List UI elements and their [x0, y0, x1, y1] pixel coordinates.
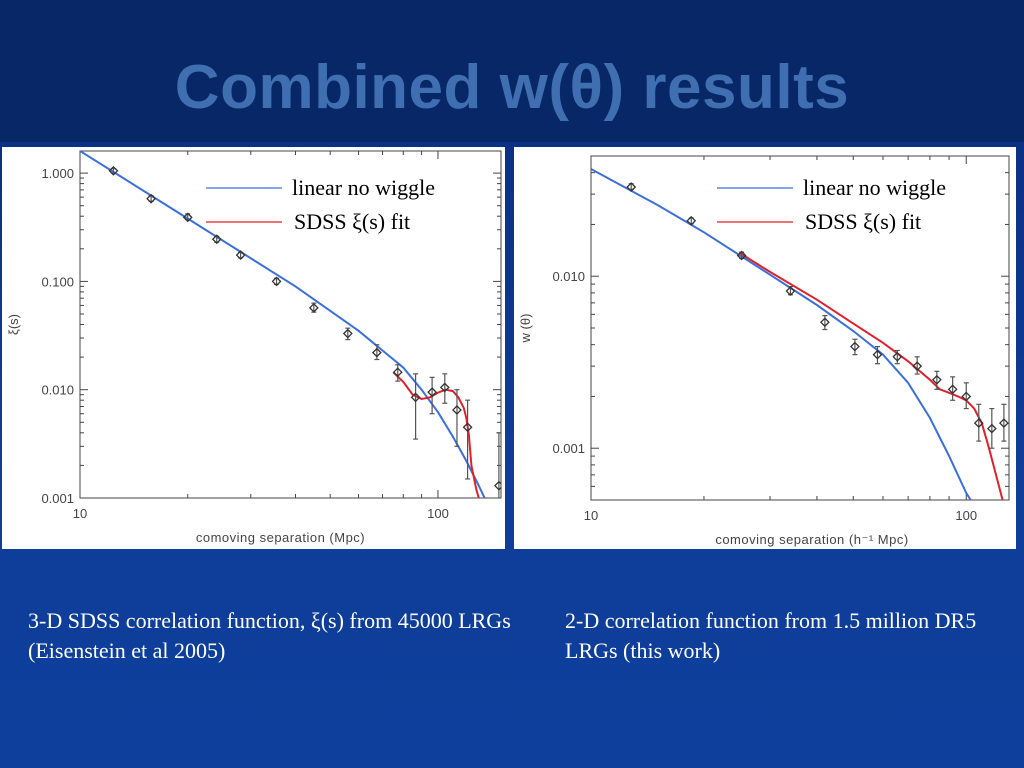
data-point — [427, 387, 438, 398]
data-point — [872, 349, 883, 360]
w-theta-chart-svg: 10 100 0.010 0.001 comoving separation (h⁻¹ … — [518, 155, 1010, 547]
plot-area — [591, 168, 1009, 500]
data-point — [342, 328, 353, 339]
slide-title: Combined w(θ) results — [174, 53, 850, 122]
data-point — [108, 165, 119, 176]
data-point — [308, 302, 319, 313]
data-point — [849, 341, 860, 352]
data-point — [439, 382, 450, 393]
data-point — [998, 418, 1009, 429]
y-axis-label: ξ(s) — [6, 314, 21, 335]
title-band — [0, 0, 1024, 142]
data-point — [912, 361, 923, 372]
data-point — [892, 351, 903, 362]
data-point — [961, 391, 972, 402]
data-point — [785, 286, 796, 296]
y-tick-label: 0.010 — [41, 383, 74, 398]
data-point — [410, 392, 421, 403]
data-point — [146, 193, 157, 204]
legend-label-sdss: SDSS ξ(s) fit — [805, 209, 921, 234]
data-point — [736, 250, 747, 261]
sdss-fit-line — [392, 371, 480, 498]
data-point — [392, 367, 403, 378]
data-point — [182, 212, 193, 223]
y-tick-label: 0.100 — [41, 274, 74, 289]
x-tick-label: 100 — [427, 506, 449, 521]
caption-left: 3-D SDSS correlation function, ξ(s) from… — [28, 608, 511, 663]
data-point — [371, 347, 382, 358]
y-tick-label: 0.010 — [552, 269, 585, 284]
linear-no-wiggle-line — [591, 168, 972, 500]
data-point — [931, 374, 942, 385]
data-point — [986, 423, 997, 434]
y-tick-label: 0.001 — [552, 441, 585, 456]
w-theta-chart-panel: 10 100 0.010 0.001 comoving separation (h⁻¹ … — [514, 147, 1016, 549]
linear-no-wiggle-line — [80, 151, 486, 498]
data-point — [973, 418, 984, 429]
legend-label-linear: linear no wiggle — [292, 175, 435, 200]
x-tick-label: 100 — [955, 508, 977, 523]
y-axis-label: w (θ) — [518, 314, 533, 344]
y-tick-label: 0.001 — [41, 491, 74, 506]
data-point — [626, 182, 637, 192]
data-point — [271, 276, 282, 287]
x-axis-label: comoving separation (h⁻¹ Mpc) — [715, 532, 908, 547]
xi-chart-svg: 10 100 1.000 0.100 0.010 0.001 comoving separa… — [6, 150, 502, 545]
data-point — [686, 215, 697, 226]
sdss-fit-line — [739, 252, 1004, 500]
data-point — [235, 250, 246, 261]
data-point — [493, 480, 501, 491]
x-tick-label: 10 — [73, 506, 87, 521]
data-point — [462, 422, 473, 433]
data-point — [452, 405, 462, 415]
data-point — [947, 384, 958, 395]
xi-chart-panel: 10 100 1.000 0.100 0.010 0.001 comoving separa… — [2, 147, 505, 549]
legend-label-linear: linear no wiggle — [803, 175, 946, 200]
data-point — [211, 234, 222, 245]
legend-label-sdss: SDSS ξ(s) fit — [294, 209, 410, 234]
caption-right: 2-D correlation function from 1.5 millio… — [565, 608, 977, 663]
plot-frame — [79, 150, 502, 499]
data-point — [819, 317, 830, 328]
plot-area — [80, 151, 501, 498]
x-axis-label: comoving separation (Mpc) — [196, 530, 365, 545]
x-tick-label: 10 — [584, 508, 598, 523]
y-tick-label: 1.000 — [41, 166, 74, 181]
